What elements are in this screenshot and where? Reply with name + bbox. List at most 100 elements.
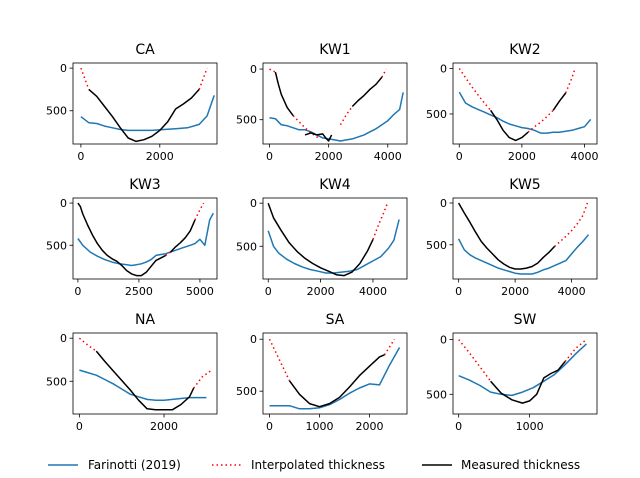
y-tick-label: 0 <box>440 334 447 347</box>
axes-frame <box>262 197 408 280</box>
series-line-interpolated-thickness <box>292 115 321 140</box>
series-group <box>77 202 214 277</box>
panel-title: KW4 <box>319 177 351 193</box>
series-line-farinotti-2019 <box>457 234 590 275</box>
series-group <box>267 202 400 277</box>
x-tick-label: 4000 <box>374 150 402 163</box>
panel-title: KW2 <box>509 42 540 58</box>
x-tick-label: 1000 <box>306 420 334 433</box>
axes-frame <box>452 197 598 280</box>
series-group <box>80 67 215 143</box>
series-group <box>269 68 404 142</box>
y-tick-label: 500 <box>236 240 257 253</box>
panel-title: NA <box>135 312 155 328</box>
series-line-interpolated-thickness <box>458 339 492 382</box>
panel-title: CA <box>135 42 155 58</box>
series-line-farinotti-2019 <box>269 92 404 142</box>
y-tick-label: 500 <box>46 239 67 252</box>
legend-label-farinotti: Farinotti (2019) <box>88 458 181 472</box>
x-tick-label: 2000 <box>501 285 529 298</box>
series-line-measured-thickness <box>170 219 196 253</box>
x-tick-label: 0 <box>456 150 463 163</box>
x-tick-label: 0 <box>266 150 273 163</box>
axes-frame <box>72 197 218 280</box>
x-tick-label: 0 <box>455 420 462 433</box>
series-line-interpolated-thickness <box>80 67 90 90</box>
x-tick-label: 0 <box>74 285 81 298</box>
panel-kw1: KW1 0 2000 4000 0 500 <box>236 42 408 163</box>
series-group <box>458 68 592 142</box>
series-group <box>78 337 212 411</box>
x-tick-label: 4000 <box>558 285 586 298</box>
axes-frame <box>72 332 218 415</box>
x-tick-label: 4000 <box>359 285 387 298</box>
series-line-measured-thickness <box>489 109 529 142</box>
series-line-interpolated-thickness <box>194 202 205 221</box>
series-group <box>458 339 587 404</box>
x-tick-label: 2000 <box>150 420 178 433</box>
x-tick-label: 2000 <box>146 150 174 163</box>
y-tick-label: 500 <box>426 108 447 121</box>
panel-sa: SA 0 1000 2000 0 500 <box>236 312 408 433</box>
series-line-interpolated-thickness <box>339 106 353 126</box>
series-line-interpolated-thickness <box>527 109 554 133</box>
y-tick-label: 0 <box>250 197 257 210</box>
series-line-farinotti-2019 <box>458 91 592 134</box>
x-tick-label: 1000 <box>516 420 544 433</box>
series-line-measured-thickness <box>304 132 333 142</box>
series-line-measured-thickness <box>288 354 385 408</box>
series-group <box>268 338 401 410</box>
y-tick-label: 0 <box>440 62 447 75</box>
axes-frame <box>72 62 218 145</box>
y-tick-label: 0 <box>60 62 67 75</box>
series-line-interpolated-thickness <box>564 339 587 362</box>
series-line-interpolated-thickness <box>381 68 387 78</box>
x-tick-label: 2000 <box>356 420 384 433</box>
panel-title: SW <box>514 312 537 328</box>
series-line-measured-thickness <box>95 350 195 411</box>
series-line-interpolated-thickness <box>193 370 212 389</box>
axes-frame <box>262 62 408 145</box>
y-tick-label: 0 <box>250 63 257 76</box>
panel-kw5: KW5 0 2000 4000 0 500 <box>426 177 598 298</box>
x-tick-label: 0 <box>76 420 83 433</box>
series-line-interpolated-thickness <box>565 68 576 94</box>
legend-label-interp: Interpolated thickness <box>251 458 385 472</box>
panels: CA 0 2000 0 500 KW1 0 2000 4000 0 500 KW2 0 2000 4000 0… <box>46 42 598 433</box>
panel-title: KW5 <box>509 177 540 193</box>
series-line-interpolated-thickness <box>554 202 589 247</box>
series-line-interpolated-thickness <box>165 251 172 257</box>
x-tick-label: 0 <box>77 150 84 163</box>
series-line-measured-thickness <box>552 92 567 111</box>
y-tick-label: 500 <box>426 239 447 252</box>
panel-kw2: KW2 0 2000 4000 0 500 <box>426 42 598 163</box>
legend-label-measured: Measured thickness <box>461 458 580 472</box>
series-line-farinotti-2019 <box>77 212 214 267</box>
panel-title: KW3 <box>129 177 160 193</box>
y-tick-label: 500 <box>46 375 67 388</box>
series-line-measured-thickness <box>274 71 294 117</box>
y-tick-label: 0 <box>60 197 67 210</box>
series-line-farinotti-2019 <box>80 95 215 132</box>
series-line-farinotti-2019 <box>458 343 587 397</box>
series-line-interpolated-thickness <box>458 68 492 111</box>
series-line-interpolated-thickness <box>269 68 276 73</box>
panel-sw: SW 0 1000 0 500 <box>426 312 598 433</box>
y-tick-label: 500 <box>236 385 257 398</box>
x-tick-label: 0 <box>266 420 273 433</box>
panel-na: NA 0 2000 0 500 <box>46 312 218 433</box>
series-group <box>457 202 590 275</box>
panel-title: SA <box>326 312 345 328</box>
series-line-measured-thickness <box>490 361 566 404</box>
x-tick-label: 5000 <box>186 285 214 298</box>
x-tick-label: 2000 <box>307 285 335 298</box>
axes-frame <box>452 62 598 145</box>
axes-frame <box>452 332 598 415</box>
series-line-farinotti-2019 <box>79 369 207 401</box>
x-tick-label: 2500 <box>125 285 153 298</box>
y-tick-label: 0 <box>60 332 67 345</box>
panel-title: KW1 <box>319 42 350 58</box>
series-line-interpolated-thickness <box>78 337 97 352</box>
panel-ca: CA 0 2000 0 500 <box>46 42 218 163</box>
